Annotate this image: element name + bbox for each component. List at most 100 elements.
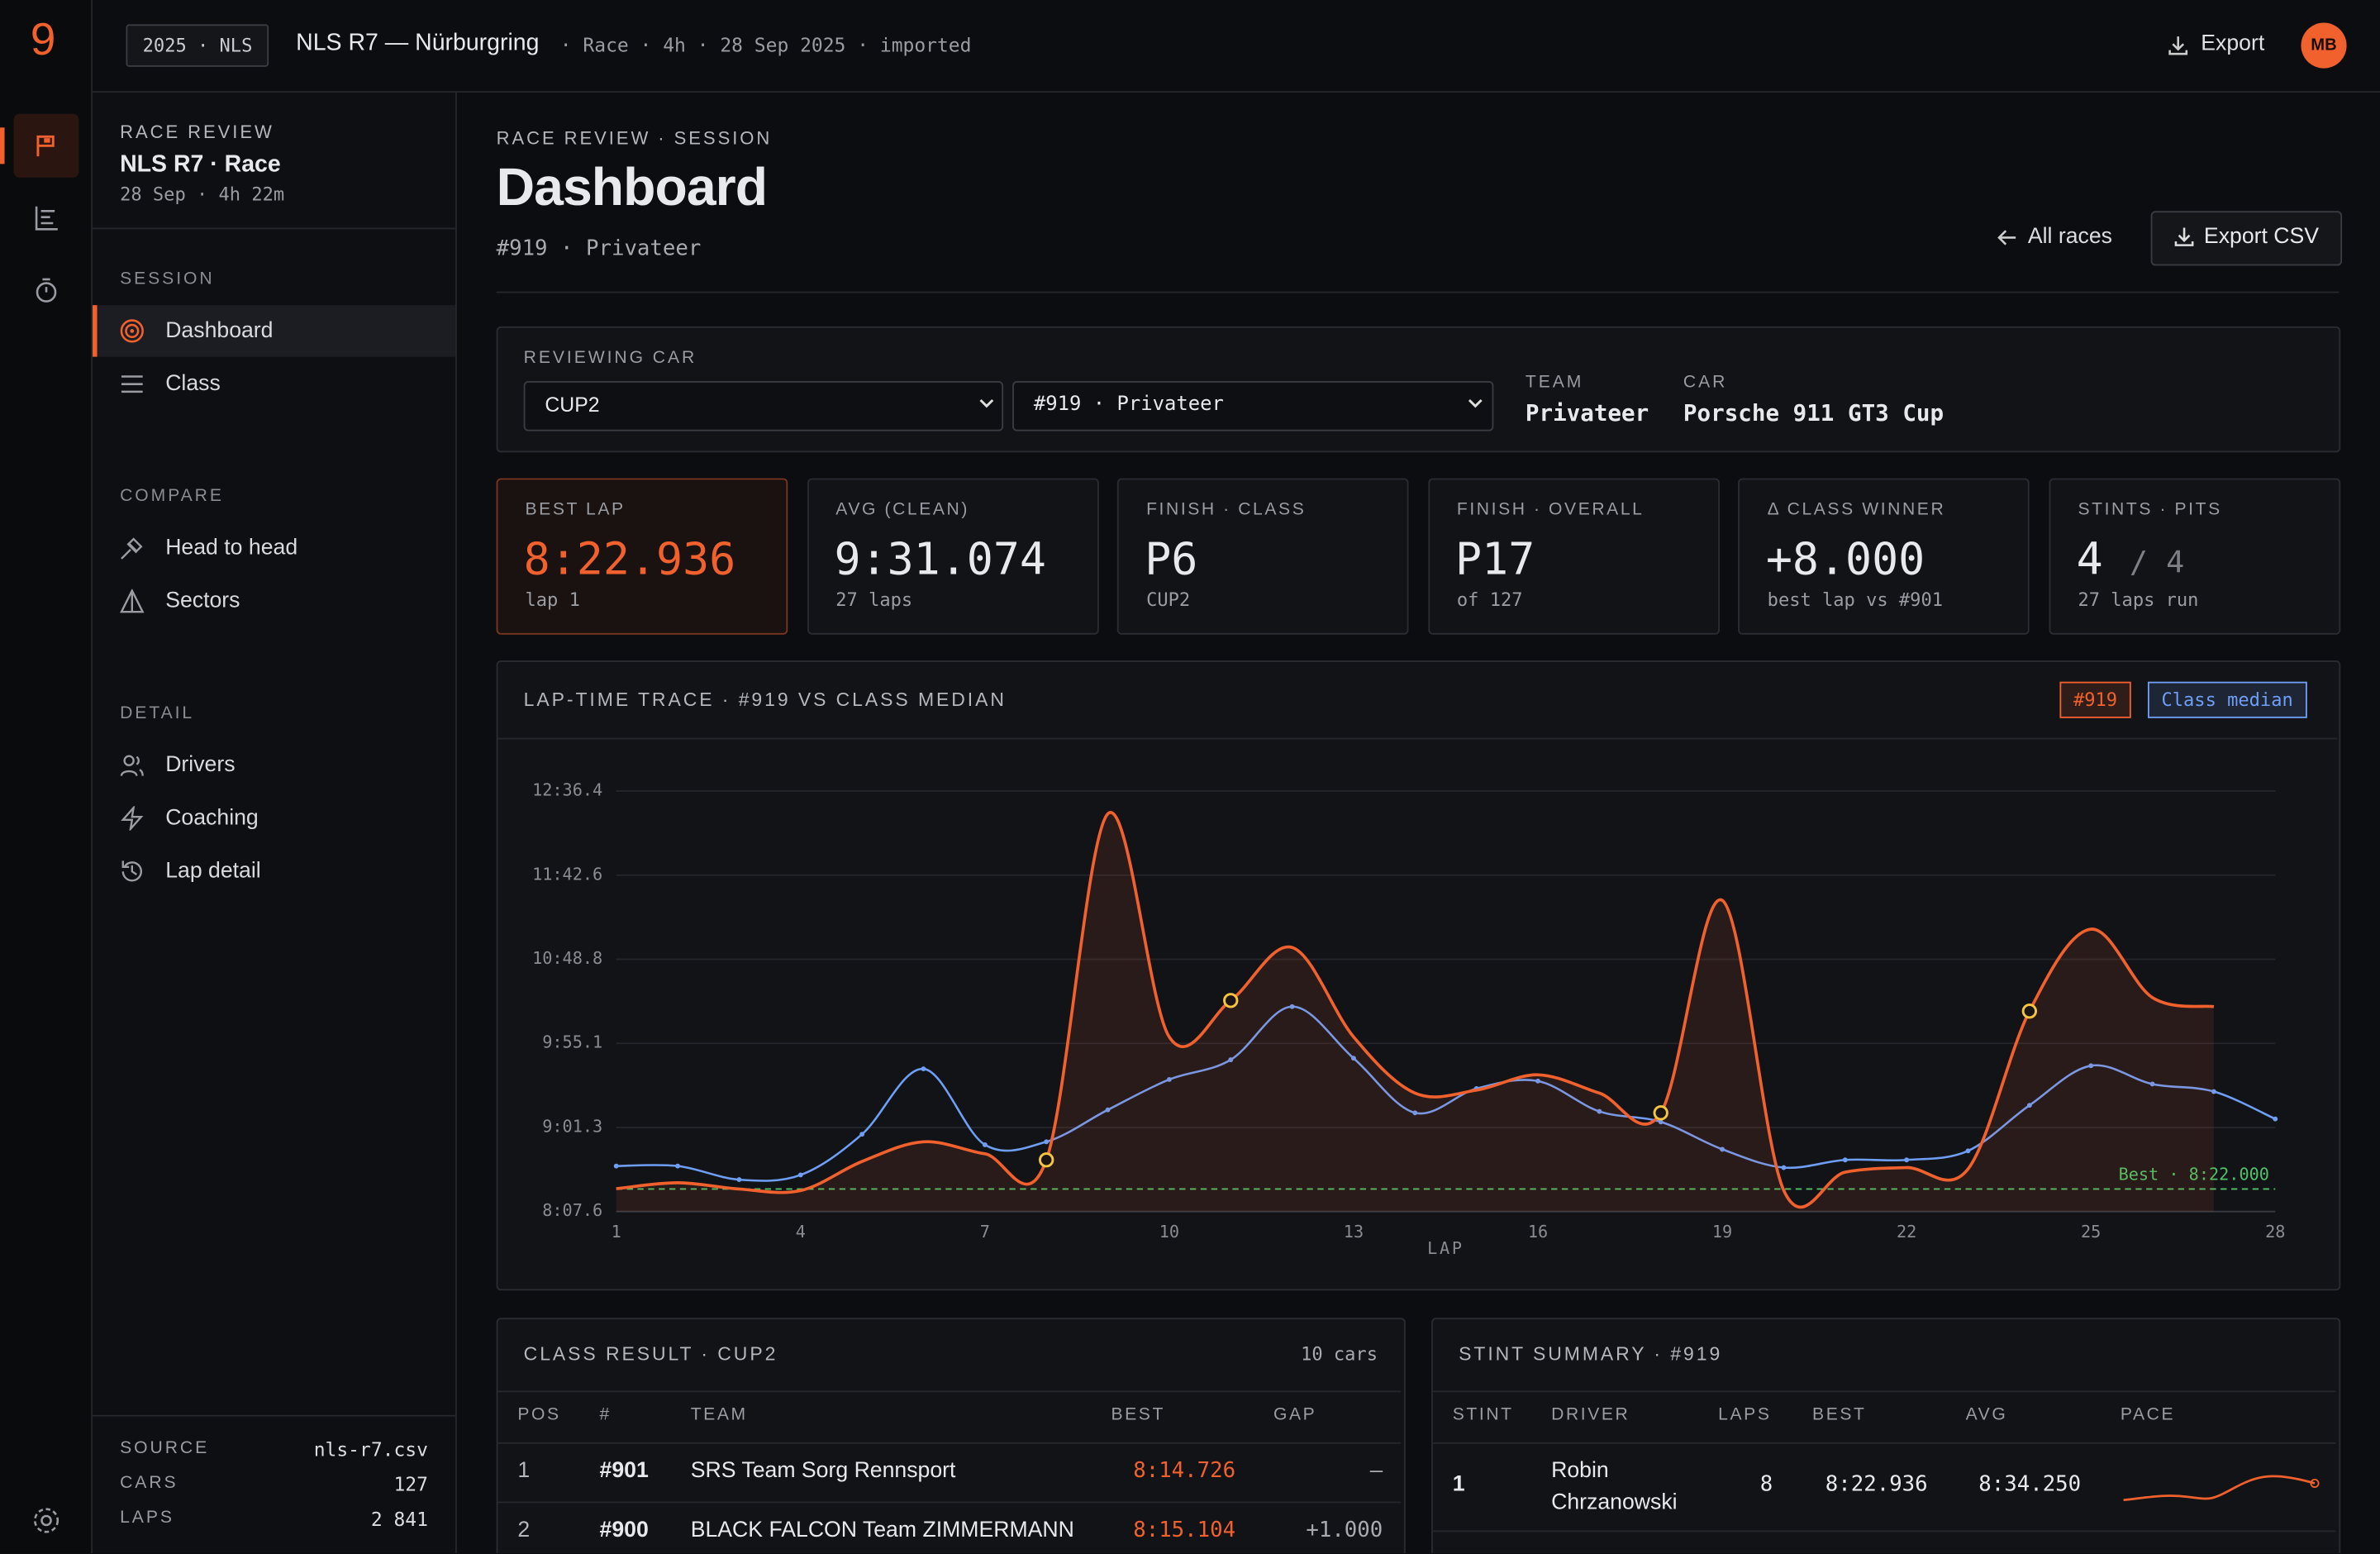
nav-item[interactable]: Class <box>93 358 455 409</box>
x-tick-label: 13 <box>1344 1222 1364 1242</box>
nav-label: Class <box>165 371 221 397</box>
meta-item: Race <box>583 33 629 56</box>
x-tick-label: 28 <box>2265 1222 2285 1242</box>
cell: 8:22.936 <box>1825 1472 1928 1498</box>
stat-label: LAPS <box>120 1509 174 1528</box>
series-point <box>2149 1081 2155 1087</box>
logo: 9 <box>30 15 56 65</box>
kpi-card: BEST LAP 8:22.936 lap 1 <box>496 478 788 635</box>
meta-item: 28 Sep 2025 <box>720 33 846 56</box>
cell: 1 <box>1452 1472 1465 1498</box>
stint-title: STINT SUMMARY · #919 <box>1459 1343 1723 1366</box>
series-point <box>736 1177 742 1183</box>
cell: 8:34.250 <box>1978 1472 2082 1498</box>
kpi-sub: 27 laps run <box>2078 589 2199 611</box>
cell: +1.000 <box>1306 1518 1383 1543</box>
kpi-sub: lap 1 <box>525 589 580 611</box>
pace-sparkline <box>2123 1475 2320 1502</box>
kpi-sub: best lap vs #901 <box>1767 589 1943 611</box>
nav-label: Dashboard <box>165 318 274 344</box>
legend-item: Class median <box>2147 681 2307 718</box>
series-point <box>921 1066 926 1072</box>
nav-section-label: SESSION <box>120 269 215 288</box>
series-point <box>1289 1003 1295 1009</box>
back-icon <box>1997 230 2016 245</box>
kpi-value: 4 <box>2076 532 2103 585</box>
cell: SRS Team Sorg Rennsport <box>690 1459 956 1484</box>
kpi-sub: CUP2 <box>1146 589 1191 611</box>
kpi-value: 8:22.936 <box>523 532 736 585</box>
series-point <box>1105 1107 1111 1113</box>
kpi-card: FINISH · CLASS P6 CUP2 <box>1117 478 1409 635</box>
cell: – <box>1369 1459 1383 1484</box>
nav-item[interactable]: Coaching <box>93 793 455 844</box>
series-point <box>1720 1146 1726 1152</box>
x-tick-label: 1 <box>612 1222 621 1242</box>
export-icon <box>2168 36 2188 55</box>
nav-icon <box>121 806 144 831</box>
divider <box>93 227 456 230</box>
meta-item: imported <box>879 33 972 56</box>
pit-marker <box>1039 1152 1054 1168</box>
separator: · <box>628 33 664 56</box>
flag-icon <box>36 135 55 157</box>
sidebar-eyebrow: RACE REVIEW <box>120 121 274 143</box>
stopwatch-icon[interactable] <box>33 276 59 303</box>
table-row <box>497 1442 1402 1504</box>
stat-value: nls-r7.csv <box>313 1437 428 1461</box>
class-result-title: CLASS RESULT · CUP2 <box>523 1343 778 1366</box>
series-point <box>613 1163 619 1169</box>
column-header: POS <box>517 1405 561 1424</box>
nav-item[interactable]: Drivers <box>93 739 455 790</box>
column-header: LAPS <box>1718 1405 1772 1424</box>
kpi-value: P17 <box>1455 532 1535 585</box>
series-point <box>2088 1063 2094 1069</box>
x-tick-label: 7 <box>980 1222 990 1242</box>
list-icon[interactable] <box>33 205 59 231</box>
nav-icon <box>120 319 144 343</box>
column-header: AVG <box>1965 1405 2008 1424</box>
nav-label: Head to head <box>165 536 298 560</box>
y-tick-label: 10:48.8 <box>532 948 602 968</box>
cell: #900 <box>599 1518 649 1543</box>
x-tick-label: 10 <box>1159 1222 1179 1242</box>
column-header: DRIVER <box>1551 1405 1630 1424</box>
series-point <box>1412 1110 1418 1116</box>
lap-chart: 8:07.6 9:01.3 9:55.1 10:48.8 11:42.6 12:36.4 1… <box>532 779 2285 1258</box>
nav-section-label: COMPARE <box>120 487 224 506</box>
car-select[interactable] <box>1012 381 1494 431</box>
divider <box>496 291 2340 293</box>
pit-marker <box>2021 1003 2038 1019</box>
pit-marker <box>1223 993 1239 1008</box>
nav-item[interactable]: Sectors <box>93 575 455 627</box>
topbar <box>0 0 2380 93</box>
series-point <box>982 1142 988 1147</box>
best-line-label: Best · 8:22.000 <box>2119 1164 2269 1184</box>
nav-item[interactable]: Head to head <box>93 522 455 574</box>
cell: 8:14.726 <box>1133 1459 1236 1484</box>
column-header: STINT <box>1452 1405 1514 1424</box>
nav-label: Coaching <box>165 806 259 831</box>
column-header: GAP <box>1273 1405 1317 1424</box>
meta-item: 4h <box>663 33 686 56</box>
nav-item[interactable]: Lap detail <box>93 846 455 897</box>
series-point <box>1842 1157 1848 1163</box>
class-select[interactable] <box>523 381 1004 431</box>
kpi-label: BEST LAP <box>525 501 626 520</box>
kpi-sub: 27 laps <box>835 589 913 611</box>
series-line <box>616 811 2215 1208</box>
export-csv-label: Export CSV <box>2203 224 2320 250</box>
divider <box>93 1414 456 1417</box>
series-area <box>616 812 2214 1212</box>
nav-item[interactable]: Dashboard <box>93 305 456 357</box>
export-button[interactable]: Export <box>2201 31 2265 56</box>
column-header: TEAM <box>690 1405 748 1424</box>
all-races-link[interactable]: All races <box>2027 224 2113 250</box>
class-count: 10 cars <box>1301 1343 1378 1366</box>
column-header: BEST <box>1111 1405 1165 1424</box>
car-label: CAR <box>1683 373 1728 392</box>
chevron <box>1468 398 1483 408</box>
season-badge: 2025 · NLS <box>126 24 269 67</box>
avatar[interactable]: MB <box>2301 22 2347 69</box>
settings-icon[interactable] <box>32 1506 61 1535</box>
